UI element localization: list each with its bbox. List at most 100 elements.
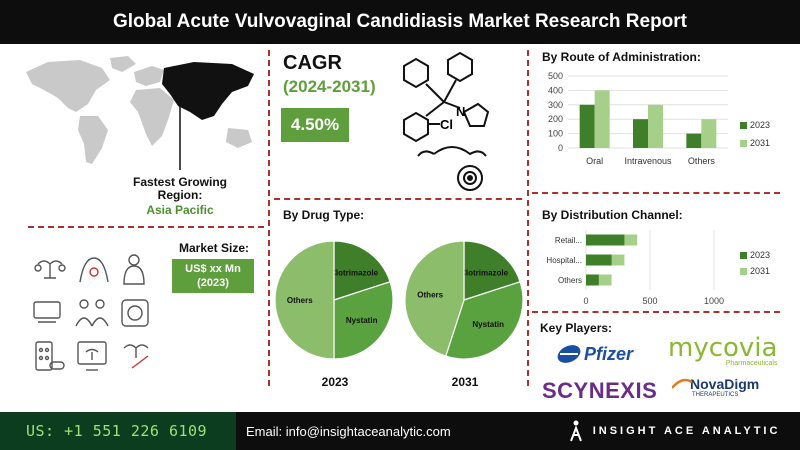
bond-2 bbox=[443, 79, 457, 103]
pie-slice-label: Nystatin bbox=[346, 316, 378, 325]
pie-slice-others bbox=[404, 240, 465, 357]
fastest-region-value: Asia Pacific bbox=[146, 203, 214, 217]
pie-slice-nystatin bbox=[333, 281, 394, 360]
cagr-label: CAGR bbox=[283, 52, 342, 74]
pie-slice-clotrimazole bbox=[333, 240, 391, 301]
south-america-shape bbox=[78, 116, 108, 164]
uterus-icon bbox=[34, 260, 66, 279]
dist-legend-swatch bbox=[740, 252, 747, 259]
route-bar bbox=[579, 104, 595, 148]
divider-left-h bbox=[28, 226, 264, 228]
pie-slice-label: Others bbox=[417, 291, 443, 300]
novadigm-swoosh-icon bbox=[672, 378, 692, 389]
pie-slice-label: Others bbox=[287, 296, 313, 305]
bond-1 bbox=[425, 83, 445, 103]
route-y-tick-label: 300 bbox=[548, 100, 563, 110]
pie-slice-clotrimazole bbox=[463, 240, 521, 301]
dist-legend-label: 2031 bbox=[750, 266, 770, 276]
bond-3 bbox=[425, 101, 445, 117]
monitor-uterus-icon bbox=[77, 341, 107, 371]
dist-category-label: Others bbox=[558, 276, 582, 285]
pfizer-pill-icon bbox=[557, 345, 581, 363]
pie-chart-2023: Clotrimazole Nystatin Others bbox=[274, 240, 394, 360]
route-chart-title: By Route of Administration: bbox=[542, 50, 701, 64]
medical-icons bbox=[33, 254, 149, 371]
mycovia-subtitle: Pharmaceuticals bbox=[725, 360, 778, 367]
key-players-title: Key Players: bbox=[540, 321, 613, 335]
novadigm-wordmark: NovaDigm bbox=[690, 376, 760, 392]
market-size-value: US$ xx Mn bbox=[185, 263, 241, 275]
dist-category-label: Retail... bbox=[555, 236, 582, 245]
divider-right-h1 bbox=[532, 192, 780, 194]
distribution-bar-chart: 0 500 1000 Retail... Hospital... Others 2023 20… bbox=[546, 230, 770, 306]
divider-right bbox=[527, 50, 529, 386]
distribution-chart-title: By Distribution Channel: bbox=[542, 208, 683, 222]
pill-box-icon bbox=[35, 341, 65, 371]
pie-slice-nystatin bbox=[445, 281, 524, 360]
dist-x-tick-label: 0 bbox=[583, 296, 588, 306]
mri-scanner-icon bbox=[121, 299, 149, 327]
market-size-box: US$ xx Mn (2023) bbox=[172, 259, 254, 293]
pie-slice-label: Clotrimazole bbox=[460, 268, 509, 277]
dist-bar-front bbox=[586, 274, 599, 286]
scynexis-logo: SCYNEXIS bbox=[542, 378, 658, 403]
footer-bar: Email: info@insightaceanalytic.com INSIG… bbox=[236, 412, 800, 450]
route-y-tick-label: 200 bbox=[548, 114, 563, 124]
fastest-region-label: Fastest Growing Region: bbox=[132, 175, 227, 202]
dist-x-tick-label: 1000 bbox=[704, 296, 724, 306]
injection-icon bbox=[123, 344, 149, 369]
uterus-target-icon bbox=[417, 146, 487, 191]
route-legend-label: 2031 bbox=[750, 138, 770, 148]
dist-legend-swatch bbox=[740, 268, 747, 275]
route-bar bbox=[633, 119, 648, 148]
route-y-tick-label: 500 bbox=[548, 71, 563, 81]
route-bar bbox=[648, 104, 663, 148]
footer-phone[interactable]: US: +1 551 226 6109 bbox=[0, 412, 236, 450]
greenland-shape bbox=[110, 56, 136, 72]
phenyl-ring-top bbox=[447, 51, 473, 83]
drug-type-title: By Drug Type: bbox=[283, 208, 365, 222]
molecule-diagram: N Cl bbox=[403, 51, 490, 191]
mycovia-logo: mycovia Pharmaceuticals bbox=[668, 333, 778, 367]
divider-middle-h bbox=[274, 198, 522, 200]
north-america-shape bbox=[26, 60, 110, 112]
doctor-consult-icon bbox=[75, 299, 109, 327]
route-category-label: Others bbox=[688, 156, 716, 166]
route-bar bbox=[701, 119, 717, 148]
route-bar bbox=[686, 133, 702, 148]
route-legend-swatch bbox=[740, 122, 747, 129]
dist-category-label: Hospital... bbox=[546, 256, 582, 265]
africa-shape bbox=[130, 88, 174, 146]
world-map bbox=[26, 56, 254, 170]
route-bar bbox=[594, 90, 610, 148]
cagr-value: 4.50% bbox=[281, 108, 349, 142]
pie-2031-label: 2031 bbox=[451, 375, 479, 389]
route-category-label: Oral bbox=[586, 156, 603, 166]
dist-x-tick-label: 500 bbox=[642, 296, 657, 306]
pfizer-wordmark: Pfizer bbox=[584, 343, 634, 364]
dist-bar-front bbox=[586, 254, 612, 266]
divider-left bbox=[268, 50, 270, 386]
route-y-tick-label: 100 bbox=[548, 129, 563, 139]
market-size-label: Market Size: bbox=[178, 241, 250, 255]
cagr-period: (2024-2031) bbox=[283, 77, 376, 96]
chlorophenyl-ring bbox=[403, 111, 429, 143]
atom-cl: Cl bbox=[440, 117, 453, 132]
route-legend-label: 2023 bbox=[750, 120, 770, 130]
patient-icon bbox=[123, 254, 145, 285]
route-y-tick-label: 0 bbox=[558, 143, 563, 153]
novadigm-subtitle: THERAPEUTICS bbox=[692, 392, 739, 398]
australia-shape bbox=[226, 128, 252, 148]
atom-n: N bbox=[456, 104, 465, 119]
europe-shape bbox=[134, 66, 164, 86]
pie-chart-2031: Clotrimazole Nystatin Others bbox=[404, 240, 524, 360]
pfizer-logo: Pfizer bbox=[556, 340, 633, 368]
asia-pacific-shape bbox=[162, 62, 254, 120]
footer-brand: INSIGHT ACE ANALYTIC bbox=[592, 425, 781, 437]
route-category-label: Intravenous bbox=[624, 156, 672, 166]
pie-slice-label: Clotrimazole bbox=[330, 268, 379, 277]
pie-slice-label: Nystatin bbox=[472, 320, 504, 329]
mycovia-wordmark: mycovia bbox=[668, 333, 778, 363]
footer-email[interactable]: Email: info@insightaceanalytic.com bbox=[246, 423, 451, 439]
pie-slice-others bbox=[274, 240, 335, 360]
